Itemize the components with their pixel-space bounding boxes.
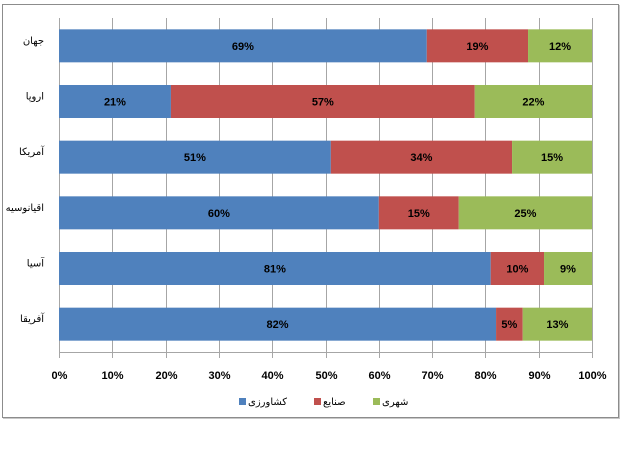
bar-segment: [458, 196, 592, 230]
bar-segment: [170, 85, 475, 118]
data-label: 81%: [264, 264, 286, 276]
x-tick-label: 50%: [315, 370, 337, 382]
bar-segment: [59, 196, 379, 230]
data-label: 69%: [232, 41, 254, 53]
data-label: 13%: [546, 319, 568, 331]
data-label: 5%: [501, 319, 517, 331]
legend-label: کشاورزی: [248, 397, 287, 408]
legend-swatch: [314, 398, 321, 405]
x-axis-ticks: 0% 10% 20% 30% 40% 50% 60% 70% 80% 90% 100%: [52, 370, 607, 382]
data-label: 57%: [312, 97, 334, 109]
legend-swatch: [239, 398, 246, 405]
data-label: 15%: [408, 208, 430, 220]
data-label: 9%: [560, 264, 576, 276]
bar-segment: [426, 29, 529, 63]
x-tick-label: 10%: [101, 370, 123, 382]
bar-segment: [59, 85, 171, 118]
bar-segment: [544, 252, 592, 285]
x-tick-label: 0%: [52, 370, 68, 382]
legend: کشاورزی صنایع شهری: [239, 397, 408, 408]
legend-label: صنایع: [323, 397, 346, 408]
data-label: 25%: [514, 208, 536, 220]
x-tick-label: 30%: [208, 370, 230, 382]
category-label: آفریقا: [20, 312, 45, 325]
x-tick-label: 100%: [578, 370, 606, 382]
bar-segment: [59, 307, 497, 341]
data-label: 34%: [410, 152, 432, 164]
legend-label: شهری: [382, 397, 408, 408]
data-label: 15%: [541, 152, 563, 164]
x-tick-label: 20%: [155, 370, 177, 382]
data-label: 21%: [104, 97, 126, 109]
x-tick-label: 70%: [421, 370, 443, 382]
bar-segment: [59, 252, 491, 285]
bar-segment: [528, 29, 592, 63]
bar-segment: [59, 29, 427, 63]
category-label: آسیا: [27, 257, 45, 270]
bars: 69% 19% 12% 21% 57% 22% 51% 34% 15% 60% 15% 25% 81% 1…: [59, 29, 592, 341]
x-tick-label: 90%: [528, 370, 550, 382]
data-label: 82%: [267, 319, 289, 331]
data-label: 10%: [506, 264, 528, 276]
bar-segment: [512, 140, 592, 174]
bar-segment: [330, 140, 513, 174]
data-label: 51%: [184, 152, 206, 164]
data-label: 22%: [522, 97, 544, 109]
category-labels: جهان اروپا آمریکا اقیانوسیه آسیا آفریقا: [6, 36, 46, 325]
gridlines: [59, 18, 593, 358]
category-label: آمریکا: [19, 145, 45, 158]
category-label: اقیانوسیه: [6, 203, 44, 214]
x-tick-label: 80%: [474, 370, 496, 382]
x-tick-label: 40%: [261, 370, 283, 382]
data-label: 12%: [549, 41, 571, 53]
legend-swatch: [373, 398, 380, 405]
bar-segment: [474, 85, 592, 118]
bar-segment: [496, 307, 523, 341]
bar-segment: [522, 307, 592, 341]
bar-segment: [378, 196, 459, 230]
x-tick-label: 60%: [368, 370, 390, 382]
bar-segment: [59, 140, 331, 174]
category-label: جهان: [23, 36, 44, 47]
bar-segment: [490, 252, 545, 285]
data-label: 60%: [208, 208, 230, 220]
category-label: اروپا: [26, 92, 44, 103]
data-label: 19%: [466, 41, 488, 53]
